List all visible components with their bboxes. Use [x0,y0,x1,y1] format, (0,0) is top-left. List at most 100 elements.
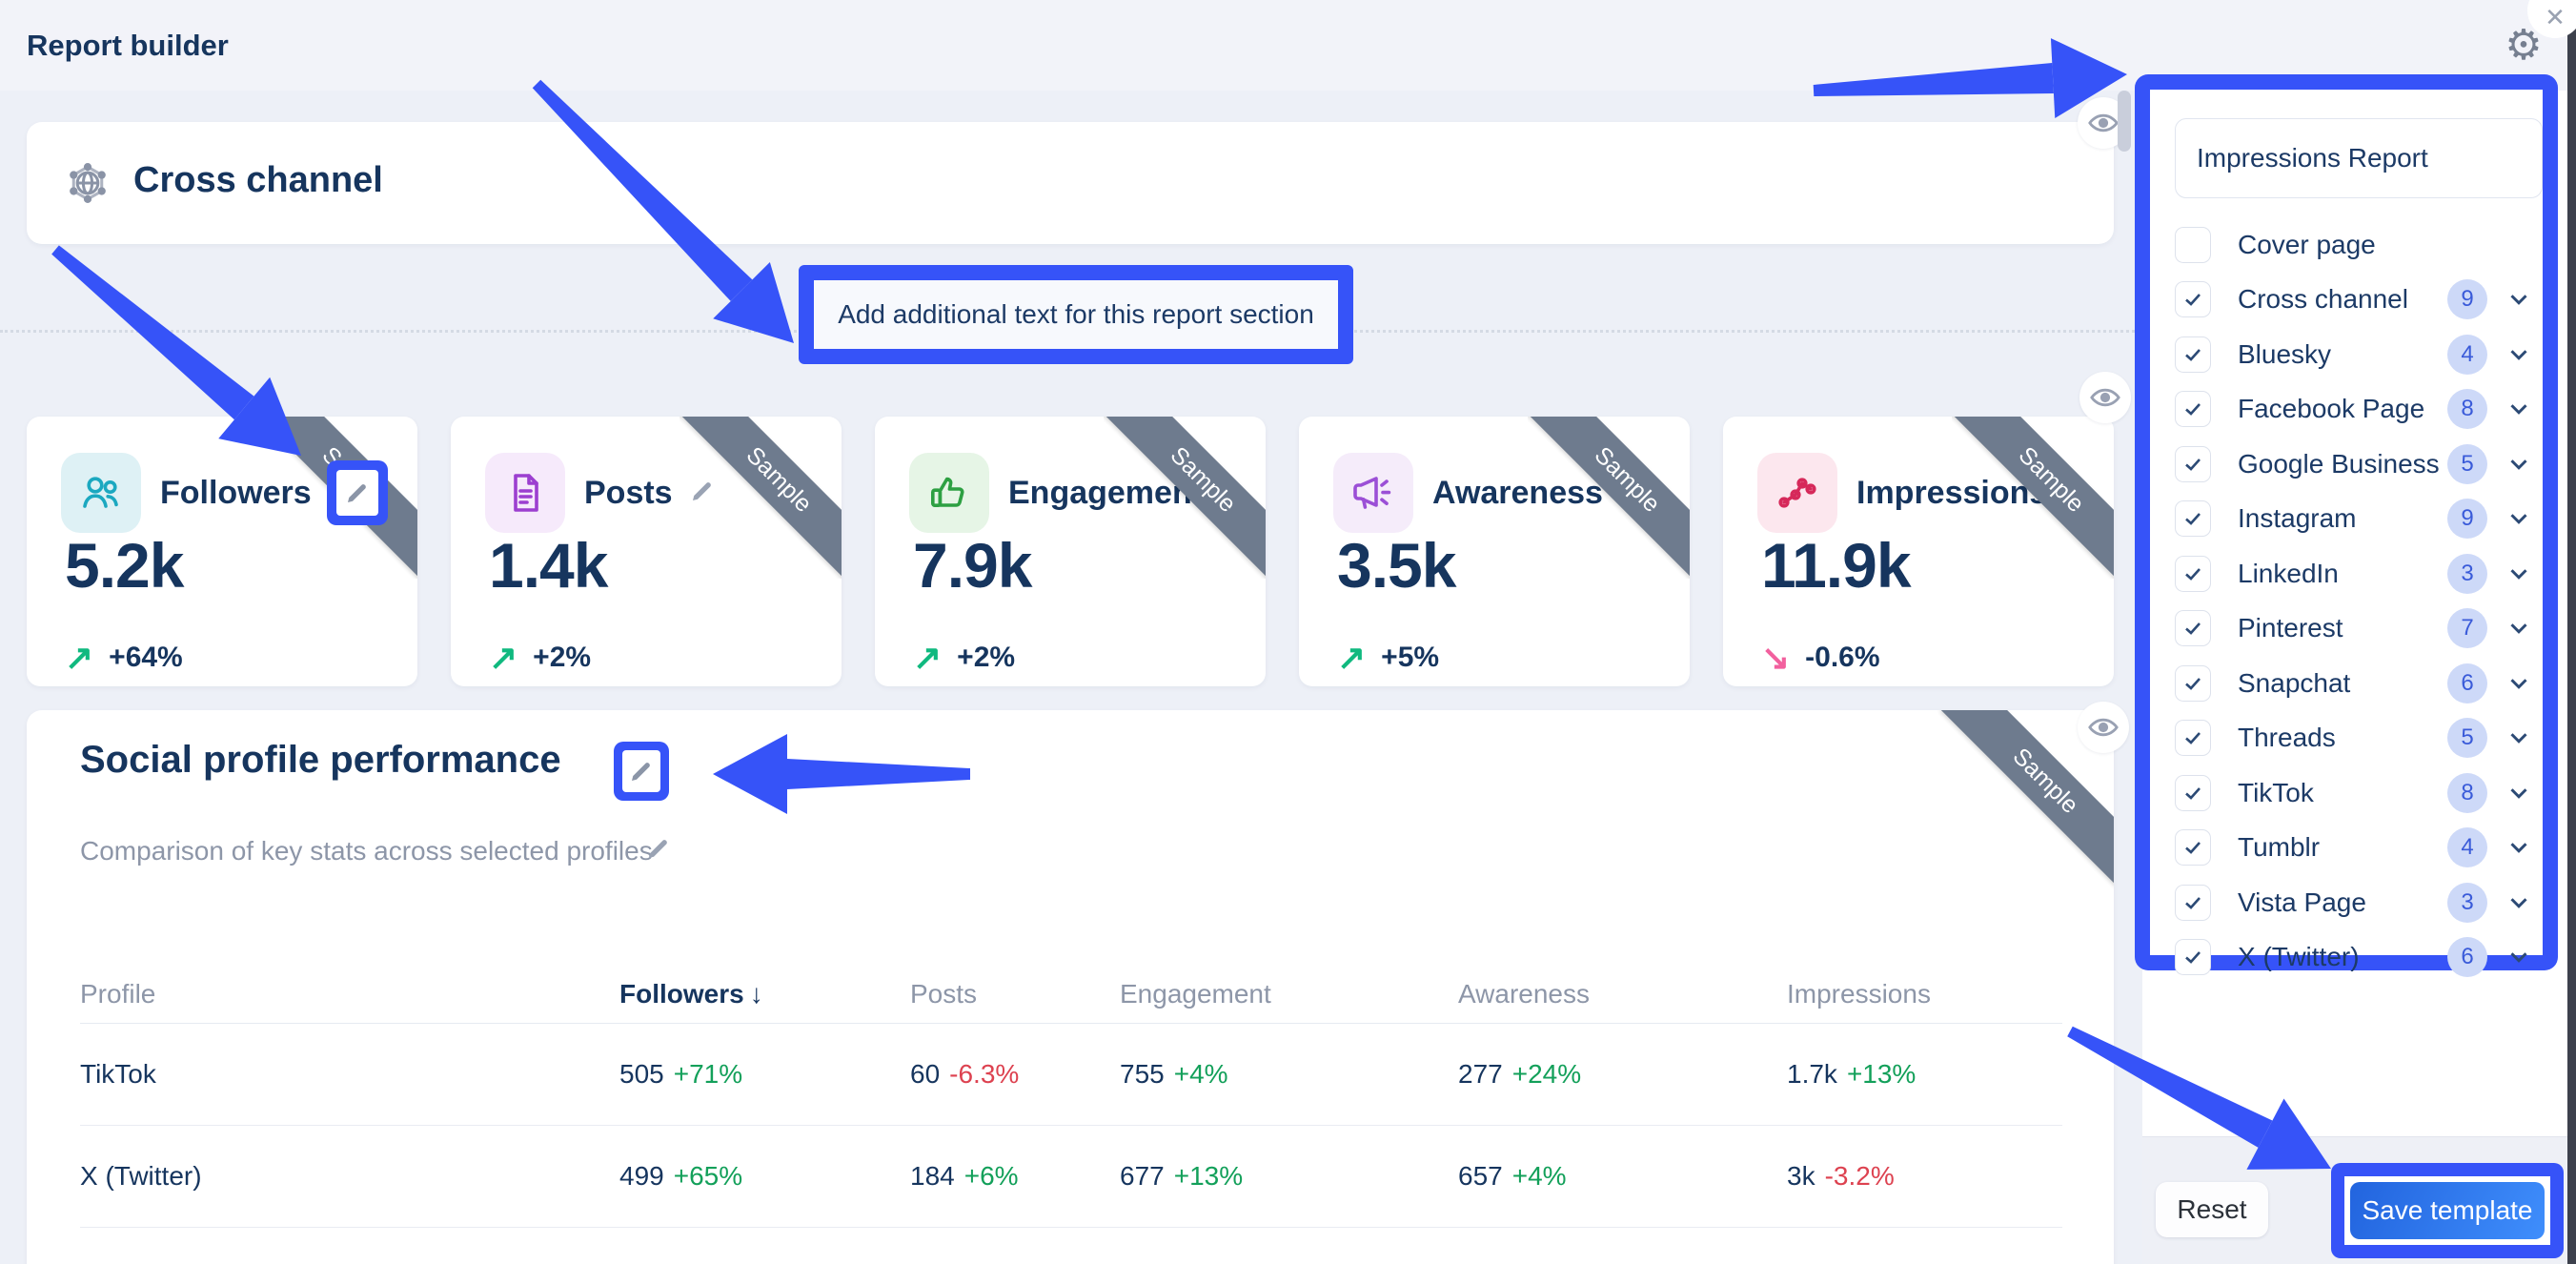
count-badge: 5 [2447,718,2487,759]
metric-label: Impressions [1856,474,2048,511]
stat-cell: 184 +6% [910,1161,1019,1191]
stat-cell: 60 -6.3% [910,1059,1020,1089]
checkbox[interactable] [2175,555,2211,592]
checkbox[interactable] [2175,445,2211,482]
users-icon [61,453,141,533]
sidebar-item-google-business[interactable]: Google Business 5 [2150,437,2543,492]
edit-metric-pencil-icon[interactable] [1603,477,1647,510]
report-name-input[interactable] [2175,118,2543,198]
sidebar-item-label: Threads [2238,723,2336,753]
chevron-down-icon[interactable] [2505,504,2533,533]
background-edge [2567,0,2576,1264]
sidebar-item-linkedin[interactable]: LinkedIn 3 [2150,546,2543,601]
sidebar-item-tumblr[interactable]: Tumblr 4 [2150,821,2543,876]
reset-button[interactable]: Reset [2156,1182,2268,1237]
table-row-instagram: Instagram491+66%60+4%171+8%551+4%404-12.… [80,1227,2062,1264]
edit-subtitle-pencil-icon[interactable] [644,834,673,867]
column-header-engagement: Engagement [1120,979,1271,1009]
eye-icon[interactable] [2078,702,2129,753]
chevron-down-icon[interactable] [2505,340,2533,369]
checkbox[interactable] [2175,610,2211,647]
metric-value: 3.5k [1337,530,1456,601]
column-header-profile: Profile [80,979,156,1009]
checkbox[interactable] [2175,884,2211,921]
sidebar-item-tiktok[interactable]: TikTok 8 [2150,765,2543,821]
sidebar-item-instagram[interactable]: Instagram 9 [2150,492,2543,547]
metric-value: 11.9k [1761,530,1912,601]
checkbox[interactable] [2175,939,2211,976]
trend-up-icon: ↗ [489,638,518,677]
sidebar-item-label: Vista Page [2238,887,2366,917]
checkbox[interactable] [2175,500,2211,538]
chevron-down-icon[interactable] [2505,943,2533,971]
chevron-down-icon[interactable] [2505,560,2533,588]
cross-channel-title: Cross channel [133,160,383,200]
sidebar-item-label: Instagram [2238,503,2357,534]
checkbox[interactable] [2175,391,2211,428]
checkbox[interactable] [2175,829,2211,866]
count-badge: 7 [2447,608,2487,649]
change-value: +4% [1511,1161,1567,1191]
metric-change: ↗ +2% [913,638,1015,678]
count-badge: 8 [2447,772,2487,813]
chevron-down-icon[interactable] [2505,285,2533,314]
metric-card-impressions: Impressions 11.9k ↘ -0.6% Sample [1723,417,2114,686]
checkbox[interactable] [2175,281,2211,318]
save-template-button[interactable]: Save template [2350,1182,2545,1239]
sidebar-item-cross-channel[interactable]: Cross channel 9 [2150,273,2543,328]
sidebar-item-pinterest[interactable]: Pinterest 7 [2150,601,2543,657]
table-header-row: Profile Followers ↓ Posts Engagement Awarenes… [80,966,2062,1023]
chevron-down-icon[interactable] [2505,779,2533,807]
add-section-text-field[interactable]: Add additional text for this report sect… [799,265,1353,364]
sidebar-item-label: TikTok [2238,777,2314,807]
chevron-down-icon[interactable] [2505,724,2533,752]
metric-change-value: +5% [1381,642,1440,673]
count-badge: 4 [2447,827,2487,868]
chevron-down-icon[interactable] [2505,450,2533,479]
sidebar-item-vista-page[interactable]: Vista Page 3 [2150,875,2543,930]
stat-cell: 3k -3.2% [1787,1161,1895,1191]
social-profile-performance-section: Social profile performance Comparison of… [27,710,2114,1264]
chevron-down-icon[interactable] [2505,395,2533,423]
stat-cell: 755 +4% [1120,1059,1228,1089]
metric-card-followers: Followers 5.2k ↗ +64% Sample [27,417,417,686]
sidebar-item-cover-page[interactable]: Cover page [2150,217,2543,273]
sidebar-item-bluesky[interactable]: Bluesky 4 [2150,327,2543,382]
checkbox[interactable] [2175,226,2211,263]
column-header-awareness: Awareness [1458,979,1591,1009]
change-value: +13% [1846,1059,1917,1089]
profile-name: X (Twitter) [80,1161,202,1191]
column-header-followers[interactable]: Followers ↓ [619,979,763,1009]
edit-metric-pencil-icon[interactable] [673,477,717,510]
sidebar-item-label: Bluesky [2238,338,2332,369]
stat-cell: 657 +4% [1458,1161,1567,1191]
sidebar-item-x-twitter[interactable]: X (Twitter) 6 [2150,930,2543,986]
chevron-down-icon[interactable] [2505,888,2533,917]
metric-label: Posts [584,474,673,511]
chevron-down-icon[interactable] [2505,833,2533,862]
metric-change-value: +2% [533,642,592,673]
edit-metric-button[interactable] [326,460,388,525]
checkbox[interactable] [2175,336,2211,373]
save-template-highlight-frame: Save template [2331,1163,2564,1258]
sidebar-item-label: Cross channel [2238,284,2408,315]
metric-change-value: +2% [957,642,1016,673]
sidebar-item-label: Cover page [2238,229,2376,259]
chevron-down-icon[interactable] [2505,669,2533,698]
column-header-posts: Posts [910,979,978,1009]
stat-cell: 277 +24% [1458,1059,1582,1089]
sidebar-item-label: Tumblr [2238,832,2321,863]
metric-value: 1.4k [489,530,608,601]
checkbox[interactable] [2175,664,2211,702]
megaphone-icon [1333,453,1413,533]
sidebar-item-threads[interactable]: Threads 5 [2150,711,2543,766]
scrollbar-thumb[interactable] [2118,91,2131,152]
chevron-down-icon[interactable] [2505,614,2533,642]
eye-icon[interactable] [2079,372,2131,423]
sidebar-item-snapchat[interactable]: Snapchat 6 [2150,656,2543,711]
edit-section-title-button[interactable] [614,742,669,801]
checkbox[interactable] [2175,720,2211,757]
metric-change-value: +64% [109,642,183,673]
sidebar-item-facebook-page[interactable]: Facebook Page 8 [2150,382,2543,438]
checkbox[interactable] [2175,774,2211,811]
